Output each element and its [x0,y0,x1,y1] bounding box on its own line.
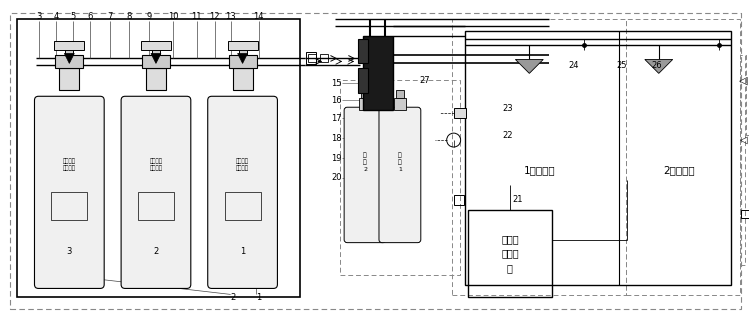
Text: 12: 12 [210,12,220,21]
Bar [228,55,257,68]
Text: 13: 13 [225,12,236,21]
Text: 湖南金鼎
七氟丙烷: 湖南金鼎 七氟丙烷 [236,158,249,172]
Bar [740,55,746,265]
Text: 27: 27 [420,76,430,85]
Text: 17: 17 [331,114,342,123]
Text: 3: 3 [37,12,42,21]
Polygon shape [515,60,543,73]
Text: 16: 16 [331,96,342,105]
Text: 26: 26 [651,61,662,70]
Text: 2: 2 [153,247,158,256]
Text: 湖南金鼎
七氟丙烷: 湖南金鼎 七氟丙烷 [63,158,76,172]
Text: 14: 14 [253,12,264,21]
Text: 8: 8 [126,12,131,21]
Bar [51,192,87,220]
Bar [141,41,171,51]
FancyBboxPatch shape [344,107,386,243]
Text: 3: 3 [67,247,72,256]
Text: 火灾报
警控制
器: 火灾报 警控制 器 [501,234,519,273]
Bar [340,80,460,275]
Bar [454,195,463,205]
Text: 10: 10 [167,12,178,21]
Text: 2号保护区: 2号保护区 [663,165,695,175]
Text: 1号保护区: 1号保护区 [523,165,555,175]
Bar [361,90,369,98]
Text: 21: 21 [512,195,523,204]
Bar [454,108,466,118]
Bar [309,54,316,62]
Bar [394,98,406,110]
Text: 1: 1 [256,293,261,302]
Text: 18: 18 [331,133,342,143]
Text: 氮
气
1: 氮 气 1 [398,152,402,172]
Bar [626,19,740,295]
Bar [451,19,626,295]
Text: 2: 2 [230,293,235,302]
Text: 7: 7 [107,12,113,21]
FancyBboxPatch shape [208,96,277,288]
Bar [225,192,261,220]
Text: 氮
气
2: 氮 气 2 [363,152,367,172]
Text: ◁: ◁ [739,75,748,85]
Text: 湖南金鼎
七氟丙烷: 湖南金鼎 七氟丙烷 [149,158,162,172]
Text: 1: 1 [240,247,246,256]
Polygon shape [237,53,248,63]
Text: 15: 15 [331,79,342,88]
Bar [358,68,368,93]
Bar [138,192,174,220]
Bar [465,31,731,285]
Bar [396,90,404,98]
Bar [239,41,246,55]
Bar [146,68,166,90]
Text: 20: 20 [331,173,342,182]
Text: 19: 19 [331,154,342,163]
Text: 11: 11 [192,12,202,21]
FancyBboxPatch shape [379,107,421,243]
Bar [17,19,300,297]
Text: 24: 24 [569,61,579,70]
Bar [468,210,552,297]
Text: 22: 22 [502,131,513,140]
FancyBboxPatch shape [35,96,104,288]
Bar [359,98,371,110]
Polygon shape [65,53,74,63]
Bar [152,41,160,55]
Bar [59,68,80,90]
Bar [142,55,170,68]
Bar [54,41,84,51]
Bar [320,54,328,62]
Text: 25: 25 [617,61,627,70]
Bar [358,38,368,63]
Bar [228,41,258,51]
Text: 5: 5 [71,12,76,21]
Text: 6: 6 [88,12,93,21]
Text: ◁: ◁ [740,135,747,145]
Bar [363,36,393,110]
Bar [306,52,316,64]
Bar [233,68,252,90]
Text: 23: 23 [502,104,513,113]
FancyBboxPatch shape [121,96,191,288]
Bar [56,55,83,68]
Polygon shape [645,60,673,73]
Bar [65,41,74,55]
Polygon shape [151,53,161,63]
Text: 9: 9 [146,12,152,21]
Bar [746,55,749,135]
Text: 4: 4 [54,12,59,21]
Bar [741,210,749,218]
